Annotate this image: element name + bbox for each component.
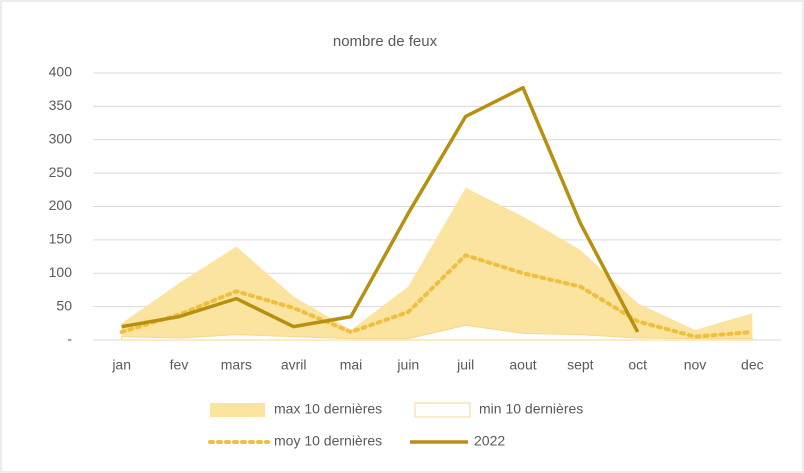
chart-title: nombre de feux [333,33,438,50]
legend-label: 2022 [474,433,505,449]
y-tick-label: 200 [49,197,73,213]
x-tick-label: dec [741,357,764,373]
line [121,85,640,333]
y-tick-label: 50 [56,297,72,313]
x-tick-label: mars [221,357,252,373]
x-tick-label: aout [509,357,536,373]
x-tick-label: juin [396,357,419,373]
y-tick-label: - [67,331,72,347]
y-tick-label: 350 [49,97,73,113]
line [119,253,755,339]
x-tick-label: fev [170,357,189,373]
x-tick-label: jan [111,357,131,373]
y-tick-label: 250 [49,164,73,180]
y-tick-label: 150 [49,231,73,247]
x-tick-label: juil [456,357,474,373]
y-tick-label: 300 [49,130,73,146]
legend-label: moy 10 dernières [274,433,382,449]
legend-swatch [414,402,471,418]
x-tick-label: sept [567,357,594,373]
legend-label: max 10 dernières [274,401,382,417]
area [121,187,753,340]
x-tick-label: avril [281,357,307,373]
x-tick-label: oct [628,357,647,373]
legend-label: min 10 dernières [479,401,583,417]
x-tick-label: mai [340,357,363,373]
x-tick-label: nov [684,357,707,373]
y-tick-label: 100 [49,264,73,280]
area [121,324,753,341]
legend-swatch [210,403,265,417]
y-tick-label: 400 [49,64,73,80]
